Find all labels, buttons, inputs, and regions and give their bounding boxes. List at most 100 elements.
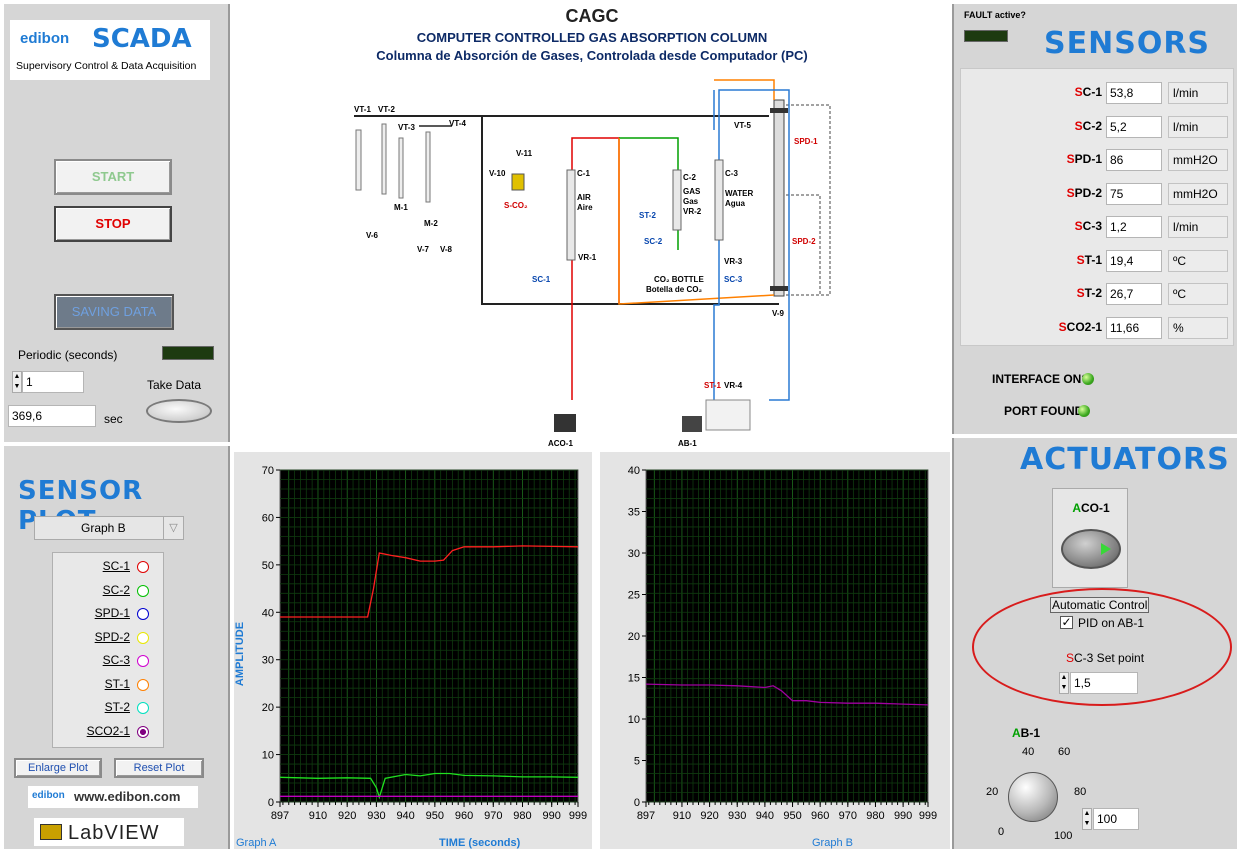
sensor-value: 19,4 bbox=[1106, 249, 1162, 272]
labview-text: LabVIEW bbox=[68, 822, 160, 844]
legend-item[interactable]: SPD-1 bbox=[74, 605, 156, 623]
legend-color-dot[interactable] bbox=[137, 608, 149, 620]
y-tick-label: 0 bbox=[634, 797, 640, 809]
legend-color-dot[interactable] bbox=[137, 631, 149, 644]
absorption-column bbox=[773, 99, 785, 297]
legend-item[interactable]: SC-2 bbox=[74, 582, 156, 600]
legend-item[interactable]: SPD-2 bbox=[74, 629, 156, 647]
legend-color-dot[interactable] bbox=[137, 725, 149, 738]
periodic-stepper[interactable]: ▲ ▼ bbox=[12, 371, 22, 393]
column-top-flange bbox=[770, 108, 788, 113]
legend-color-dot[interactable] bbox=[137, 655, 149, 667]
gas-line bbox=[619, 137, 679, 250]
chevron-down-icon[interactable]: ▽ bbox=[163, 517, 183, 539]
diagram-title-en: COMPUTER CONTROLLED GAS ABSORPTION COLUM… bbox=[416, 30, 768, 45]
series-line-sco2-1 bbox=[645, 683, 929, 706]
take-data-toggle[interactable] bbox=[146, 399, 212, 423]
svg-text:VR-4: VR-4 bbox=[724, 381, 743, 390]
aco-toggle[interactable] bbox=[1061, 529, 1121, 569]
legend-color-dot[interactable] bbox=[137, 584, 149, 597]
svg-text:ST-2: ST-2 bbox=[639, 211, 656, 220]
svg-text:C-2: C-2 bbox=[683, 173, 696, 182]
legend-item[interactable]: SC-3 bbox=[74, 652, 156, 670]
sensor-unit: mmH2O bbox=[1168, 182, 1228, 205]
legend-item-label: SPD-1 bbox=[94, 606, 130, 620]
x-tick-label: 990 bbox=[543, 810, 561, 822]
tube-vt1 bbox=[355, 129, 362, 191]
sensor-label: ST-1 bbox=[1076, 252, 1102, 267]
svg-text:ACO-1: ACO-1 bbox=[548, 439, 573, 448]
x-tick-label: 920 bbox=[700, 810, 718, 822]
y-tick-label: 20 bbox=[262, 702, 274, 714]
sensor-value: 26,7 bbox=[1106, 283, 1162, 305]
legend-item[interactable]: SCO2-1 bbox=[74, 723, 156, 741]
periodic-input[interactable]: 1 bbox=[22, 371, 84, 393]
graph-b-title: Graph B bbox=[812, 837, 853, 849]
legend-item-label: SC-3 bbox=[102, 653, 130, 667]
legend-color-dot[interactable] bbox=[137, 561, 149, 573]
start-button[interactable]: START bbox=[54, 159, 172, 195]
x-tick-label: 897 bbox=[637, 810, 655, 822]
knob-tick-80: 80 bbox=[1074, 786, 1087, 798]
svg-text:AB-1: AB-1 bbox=[678, 439, 697, 448]
sensor-unit: l/min bbox=[1168, 216, 1228, 238]
graph-selector[interactable]: Graph B ▽ bbox=[34, 516, 184, 540]
knob-stepper[interactable]: ▲ ▼ bbox=[1082, 808, 1092, 830]
svg-text:V-6: V-6 bbox=[366, 231, 379, 240]
legend-item[interactable]: ST-2 bbox=[74, 699, 156, 717]
diagram-area: CAGC COMPUTER CONTROLLED GAS ABSORPTION … bbox=[234, 4, 950, 450]
legend-item[interactable]: ST-1 bbox=[74, 676, 156, 694]
x-tick-label: 980 bbox=[513, 810, 531, 822]
aco-box: ACO-1 bbox=[1052, 488, 1128, 588]
svg-text:SC-2: SC-2 bbox=[644, 237, 663, 246]
sensor-unit: l/min bbox=[1168, 115, 1228, 138]
graph-b-panel: 0 5 10 15 20 25 30 35 40 897 910 920 930 940 950 960 970… bbox=[600, 452, 950, 849]
saving-data-button[interactable]: SAVING DATA bbox=[54, 294, 174, 330]
svg-text:VR-3: VR-3 bbox=[724, 257, 743, 266]
x-tick-label: 980 bbox=[866, 810, 884, 822]
svg-text:SC-3: SC-3 bbox=[724, 275, 743, 284]
sensor-label: ST-2 bbox=[1076, 286, 1102, 300]
column-bottom-flange bbox=[770, 286, 788, 291]
stop-button[interactable]: STOP bbox=[54, 206, 172, 242]
sensor-label: SPD-2 bbox=[1066, 185, 1102, 200]
x-tick-label: 990 bbox=[894, 810, 912, 822]
ab1-knob[interactable] bbox=[1008, 772, 1058, 822]
y-tick-label: 5 bbox=[634, 756, 640, 768]
website-link[interactable]: www.edibon.com bbox=[74, 789, 181, 804]
sensor-value: 75 bbox=[1106, 182, 1162, 205]
legend-color-dot[interactable] bbox=[137, 702, 149, 714]
svg-text:AIR: AIR bbox=[577, 193, 591, 202]
x-tick-label: 897 bbox=[271, 810, 289, 822]
y-tick-label: 40 bbox=[262, 607, 274, 619]
interface-label: INTERFACE ON? bbox=[992, 372, 1089, 386]
labview-logo: LabVIEW bbox=[34, 818, 184, 846]
svg-text:VR-2: VR-2 bbox=[683, 207, 702, 216]
x-tick-label: 950 bbox=[783, 810, 801, 822]
y-tick-label: 10 bbox=[628, 714, 640, 726]
reset-plot-button[interactable]: Reset Plot bbox=[114, 758, 204, 778]
legend-item[interactable]: SC-1 bbox=[74, 558, 156, 576]
series-line-sc-2 bbox=[279, 772, 579, 800]
port-led bbox=[1078, 405, 1090, 417]
legend-color-dot[interactable] bbox=[137, 678, 149, 691]
interface-led bbox=[1082, 373, 1094, 385]
sensors-panel: FAULT active? SENSORS INTERFACE ON? PORT… bbox=[952, 4, 1237, 434]
x-tick-label: 930 bbox=[367, 810, 385, 822]
knob-value-input[interactable]: 100 bbox=[1093, 808, 1139, 830]
svg-text:VT-2: VT-2 bbox=[378, 105, 395, 114]
tube-m2 bbox=[425, 131, 431, 203]
knob-tick-40: 40 bbox=[1022, 746, 1035, 758]
svg-text:VT-1: VT-1 bbox=[354, 105, 371, 114]
enlarge-plot-button[interactable]: Enlarge Plot bbox=[14, 758, 102, 778]
sensor-unit: % bbox=[1168, 316, 1228, 339]
legend-item-label: ST-1 bbox=[104, 676, 130, 691]
sensor-label: SC-3 bbox=[1074, 219, 1102, 233]
rotameter-c2 bbox=[672, 169, 682, 231]
water-line bbox=[713, 89, 790, 401]
svg-text:V-10: V-10 bbox=[489, 169, 506, 178]
svg-text:ST-1: ST-1 bbox=[704, 381, 721, 390]
svg-text:CO₂ BOTTLE: CO₂ BOTTLE bbox=[654, 275, 704, 284]
knob-tick-100: 100 bbox=[1054, 830, 1073, 842]
take-data-label: Take Data bbox=[147, 378, 202, 392]
